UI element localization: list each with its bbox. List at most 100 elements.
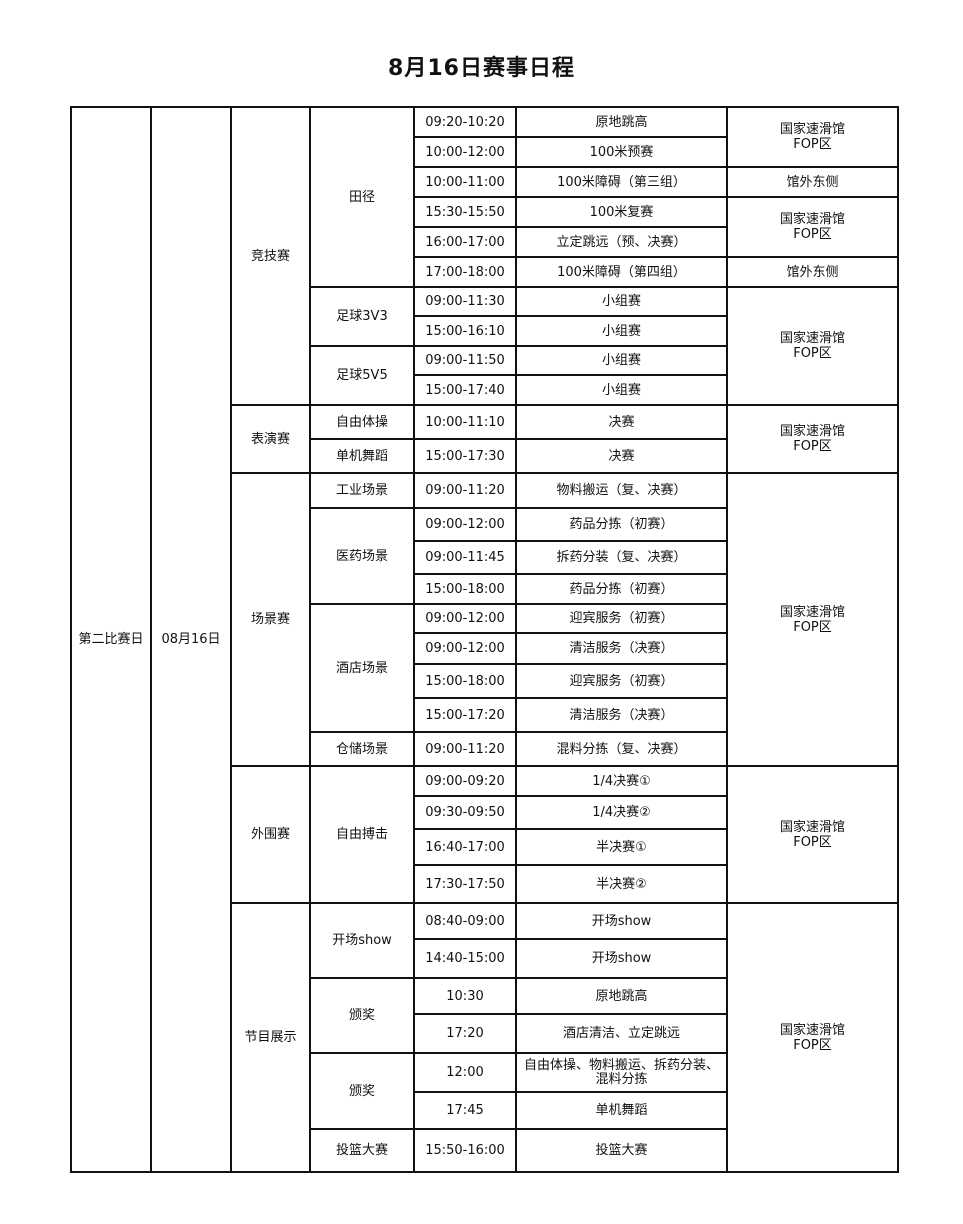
event-cell: 小组赛: [515, 286, 728, 317]
table-row: 颁奖 10:30 原地跳高: [71, 977, 898, 1054]
event-cell: 决赛: [515, 404, 728, 440]
sport-cell: 颁奖: [309, 1052, 415, 1130]
sport-cell: 足球5V5: [309, 345, 415, 406]
event-cell: 清洁服务（决赛）: [515, 697, 728, 733]
sport-cell: 颁奖: [309, 977, 415, 1054]
event-cell: 决赛: [515, 438, 728, 474]
event-cell: 投篮大赛: [515, 1128, 728, 1173]
event-cell: 100米复赛: [515, 196, 728, 228]
table-row: 15:00-18:00 迎宾服务（初赛）: [71, 663, 898, 699]
event-cell: 半决赛①: [515, 828, 728, 866]
event-cell: 清洁服务（决赛）: [515, 632, 728, 665]
event-cell: 半决赛②: [515, 864, 728, 904]
time-cell: 09:00-11:30: [413, 286, 517, 317]
event-cell: 100米障碍（第四组）: [515, 256, 728, 288]
sport-cell: 医药场景: [309, 507, 415, 605]
time-cell: 10:30: [413, 977, 517, 1015]
event-cell: 开场show: [515, 938, 728, 979]
page-title: 8月16日赛事日程: [388, 56, 575, 81]
event-cell: 100米障碍（第三组）: [515, 166, 728, 198]
table-row: 外围赛 自由搏击 09:00-09:20 1/4决赛① 国家速滑馆 FOP区: [71, 765, 899, 904]
table-row: 颁奖 12:00 自由体操、物料搬运、拆药分装、 混料分拣: [71, 1052, 898, 1130]
event-cell: 开场show: [515, 902, 728, 940]
table-row: 第二比赛日 08月16日 竞技赛 田径 09:20-10:20 原地跳高 国家速滑馆 FOP…: [70, 106, 899, 1173]
event-cell: 药品分拣（初赛）: [515, 507, 728, 542]
table-row: 09:00-12:00 清洁服务（决赛）: [71, 632, 898, 665]
time-cell: 15:00-18:00: [413, 573, 517, 605]
date-cell: 08月16日: [150, 106, 232, 1173]
time-cell: 17:45: [413, 1091, 517, 1130]
table-row: 09:00-11:45 拆药分装（复、决赛）: [71, 540, 898, 575]
time-cell: 17:00-18:00: [413, 256, 517, 288]
event-cell: 1/4决赛②: [515, 795, 728, 830]
table-row: 15:00-18:00 药品分拣（初赛）: [71, 573, 898, 605]
event-cell: 原地跳高: [515, 977, 728, 1015]
event-cell: 迎宾服务（初赛）: [515, 603, 728, 634]
sport-cell: 田径: [309, 106, 415, 288]
venue-cell: 国家速滑馆 FOP区: [726, 106, 899, 168]
table-row: 15:00-17:40 小组赛: [71, 374, 898, 406]
time-cell: 09:00-12:00: [413, 507, 517, 542]
event-cell: 混料分拣（复、决赛）: [515, 731, 728, 767]
event-cell: 小组赛: [515, 374, 728, 406]
time-cell: 17:30-17:50: [413, 864, 517, 904]
table-row: 17:45 单机舞蹈: [71, 1091, 898, 1130]
time-cell: 12:00: [413, 1052, 517, 1093]
time-cell: 15:00-16:10: [413, 315, 517, 347]
time-cell: 15:00-17:30: [413, 438, 517, 474]
event-cell: 小组赛: [515, 315, 728, 347]
table-row: 14:40-15:00 开场show: [71, 938, 898, 979]
time-cell: 15:30-15:50: [413, 196, 517, 228]
table-row: 足球5V5 09:00-11:50 小组赛: [71, 345, 898, 406]
table-row: 15:00-17:20 清洁服务（决赛）: [71, 697, 898, 733]
category-cell: 表演赛: [230, 404, 311, 474]
table-row: 医药场景 09:00-12:00 药品分拣（初赛）: [71, 507, 898, 605]
table-row: 10:00-11:00 100米障碍（第三组） 馆外东侧: [71, 166, 899, 198]
sport-cell: 自由体操: [309, 404, 415, 440]
table-row: 09:30-09:50 1/4决赛②: [71, 795, 898, 830]
sport-cell: 投篮大赛: [309, 1128, 415, 1173]
time-cell: 09:30-09:50: [413, 795, 517, 830]
venue-cell: 国家速滑馆 FOP区: [726, 196, 899, 258]
venue-cell: 馆外东侧: [726, 256, 899, 288]
time-cell: 10:00-12:00: [413, 136, 517, 168]
time-cell: 09:20-10:20: [413, 106, 517, 138]
day-cell: 第二比赛日: [70, 106, 152, 1173]
venue-cell: 国家速滑馆 FOP区: [726, 472, 899, 767]
time-cell: 17:20: [413, 1013, 517, 1054]
sport-cell: 酒店场景: [309, 603, 415, 733]
venue-cell: 国家速滑馆 FOP区: [726, 404, 899, 474]
table-row: 酒店场景 09:00-12:00 迎宾服务（初赛）: [71, 603, 898, 733]
event-cell: 立定跳远（预、决赛）: [515, 226, 728, 258]
time-cell: 15:00-18:00: [413, 663, 517, 699]
table-row: 投篮大赛 15:50-16:00 投篮大赛: [71, 1128, 898, 1173]
sport-cell: 单机舞蹈: [309, 438, 415, 474]
event-cell: 小组赛: [515, 345, 728, 376]
event-cell: 酒店清洁、立定跳远: [515, 1013, 728, 1054]
time-cell: 16:40-17:00: [413, 828, 517, 866]
event-cell: 原地跳高: [515, 106, 728, 138]
table-row: 17:20 酒店清洁、立定跳远: [71, 1013, 898, 1054]
sport-cell: 自由搏击: [309, 765, 415, 904]
time-cell: 09:00-12:00: [413, 632, 517, 665]
schedule-table: 第二比赛日 08月16日 竞技赛 田径 09:20-10:20 原地跳高 国家速滑馆 FOP…: [70, 106, 899, 1173]
time-cell: 15:00-17:20: [413, 697, 517, 733]
table-row: 仓储场景 09:00-11:20 混料分拣（复、决赛）: [71, 731, 898, 767]
event-cell: 1/4决赛①: [515, 765, 728, 797]
sport-cell: 足球3V3: [309, 286, 415, 347]
event-cell: 拆药分装（复、决赛）: [515, 540, 728, 575]
time-cell: 15:00-17:40: [413, 374, 517, 406]
table-row: 10:00-12:00 100米预赛: [71, 136, 898, 168]
time-cell: 09:00-09:20: [413, 765, 517, 797]
time-cell: 14:40-15:00: [413, 938, 517, 979]
table-row: 15:00-16:10 小组赛: [71, 315, 898, 347]
sport-cell: 仓储场景: [309, 731, 415, 767]
table-row: 节目展示 开场show 08:40-09:00 开场show 国家速滑馆 FOP区: [71, 902, 899, 1173]
time-cell: 15:50-16:00: [413, 1128, 517, 1173]
time-cell: 16:00-17:00: [413, 226, 517, 258]
table-row: 单机舞蹈 15:00-17:30 决赛: [71, 438, 898, 474]
venue-cell: 国家速滑馆 FOP区: [726, 765, 899, 904]
category-cell: 场景赛: [230, 472, 311, 767]
sport-cell: 开场show: [309, 902, 415, 979]
time-cell: 09:00-11:50: [413, 345, 517, 376]
